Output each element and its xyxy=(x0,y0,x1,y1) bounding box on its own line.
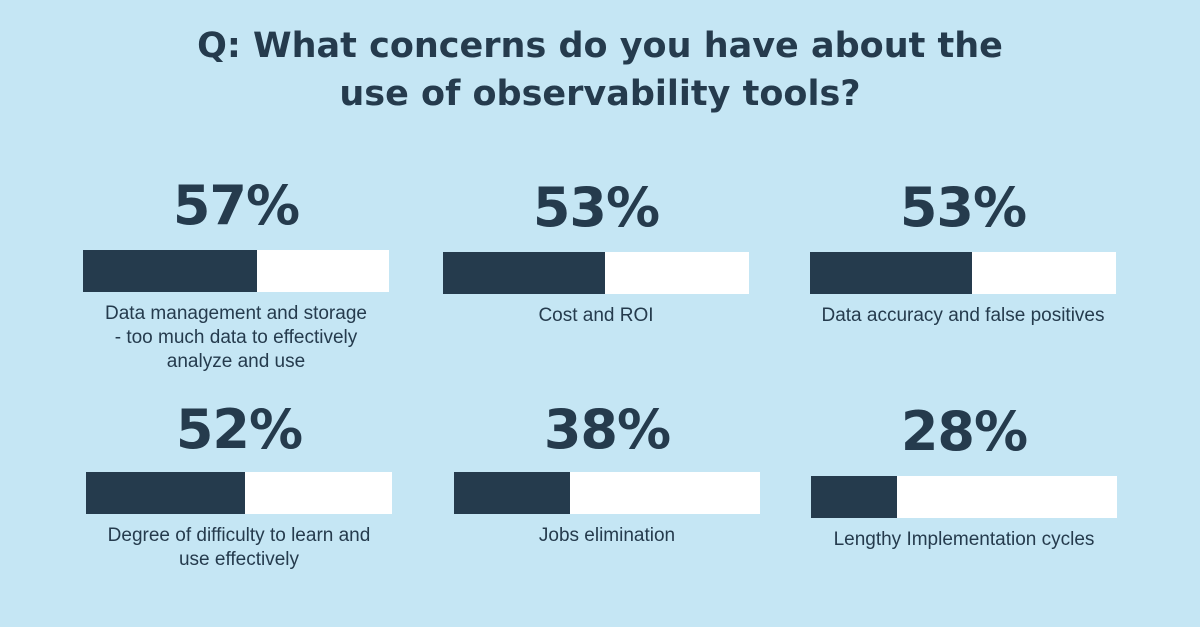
stat-label: Jobs elimination xyxy=(452,524,762,548)
stat-percentage: 53% xyxy=(532,176,660,239)
stat-bar-fill xyxy=(811,476,897,518)
stat-cost-roi: 53% Cost and ROI xyxy=(441,178,751,328)
stat-bar-track xyxy=(443,252,749,294)
stat-bar-track xyxy=(810,252,1116,294)
stat-jobs-elimination: 38% Jobs elimination xyxy=(452,400,762,548)
stat-label-line: Lengthy Implementation cycles xyxy=(833,529,1095,550)
stat-label: Lengthy Implementation cycles xyxy=(809,528,1119,552)
stat-bar-fill xyxy=(443,252,606,294)
stat-bar-fill xyxy=(810,252,973,294)
chart-title: Q: What concerns do you have about the u… xyxy=(0,22,1200,118)
stat-label-line: - too much data to effectively xyxy=(114,327,358,348)
stat-label-line: analyze and use xyxy=(166,351,306,372)
stat-label: Cost and ROI xyxy=(441,304,751,328)
stat-label: Data accuracy and false positives xyxy=(808,304,1118,328)
stat-percentage: 57% xyxy=(172,174,300,237)
stat-bar-track xyxy=(83,250,389,292)
stat-bar-track xyxy=(86,472,392,514)
stat-bar-fill xyxy=(83,250,258,292)
stat-bar-track xyxy=(454,472,760,514)
stat-bar-track xyxy=(811,476,1117,518)
stat-percentage: 53% xyxy=(899,176,1027,239)
stat-label: Degree of difficulty to learn and use ef… xyxy=(84,524,394,572)
stat-data-management: 57% Data management and storage - too mu… xyxy=(81,176,391,374)
stat-degree-of-difficulty: 52% Degree of difficulty to learn and us… xyxy=(84,400,394,572)
stat-percentage: 38% xyxy=(543,398,671,461)
stat-label-line: Data accuracy and false positives xyxy=(821,305,1105,326)
stat-percentage: 52% xyxy=(175,398,303,461)
stat-lengthy-implementation: 28% Lengthy Implementation cycles xyxy=(809,402,1119,552)
stat-percentage: 28% xyxy=(900,400,1028,463)
stat-bar-fill xyxy=(86,472,246,514)
stat-label-line: Cost and ROI xyxy=(538,305,654,326)
stat-label-line: use effectively xyxy=(178,549,300,570)
stat-data-accuracy: 53% Data accuracy and false positives xyxy=(808,178,1118,328)
stat-label: Data management and storage - too much d… xyxy=(81,302,391,374)
stat-label-line: Degree of difficulty to learn and xyxy=(107,525,371,546)
stat-label-line: Data management and storage xyxy=(105,303,367,324)
stat-label-line: Jobs elimination xyxy=(538,525,676,546)
title-line-2: use of observability tools? xyxy=(339,74,861,114)
title-line-1: Q: What concerns do you have about the xyxy=(197,26,1003,66)
stat-bar-fill xyxy=(454,472,571,514)
